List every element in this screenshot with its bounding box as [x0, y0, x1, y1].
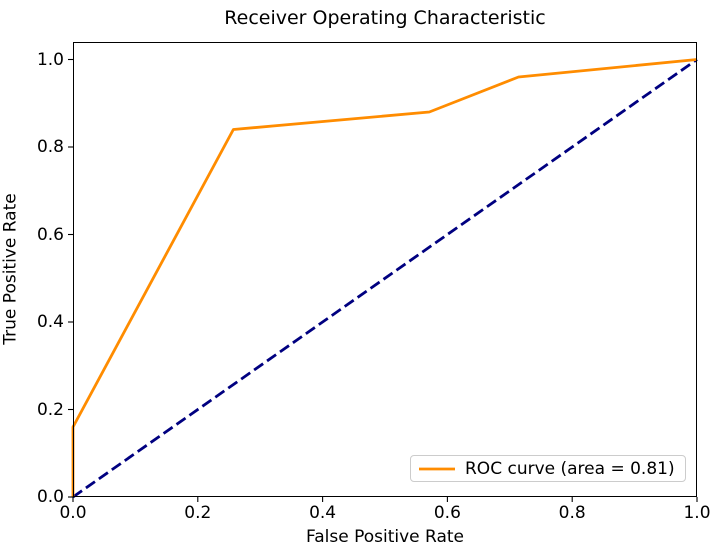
y-axis-label: True Positive Rate: [0, 193, 21, 345]
y-tick-label: 0.6: [36, 224, 64, 245]
x-axis-label: False Positive Rate: [306, 527, 464, 547]
legend-label: ROC curve (area = 0.81): [465, 458, 675, 479]
y-tick-label: 0.4: [36, 312, 64, 332]
legend-box: ROC curve (area = 0.81): [410, 455, 686, 482]
x-tick-label: 0.0: [59, 503, 87, 523]
x-tick-label: 0.2: [184, 503, 212, 523]
y-tick-label: 0.0: [36, 487, 64, 507]
x-tick-label: 0.8: [558, 503, 586, 523]
x-tick-label: 0.6: [433, 503, 461, 523]
y-tick-label: 0.2: [36, 399, 64, 420]
x-tick-label: 0.4: [309, 503, 337, 523]
plot-frame: [73, 42, 697, 497]
plot-area-svg: [68, 42, 698, 502]
chance-diagonal-line: [72, 58, 698, 499]
y-tick-label: 1.0: [36, 49, 64, 70]
roc-curve-legend-swatch-icon: [419, 467, 455, 470]
x-tick-label: 1.0: [683, 503, 711, 523]
chart-title: Receiver Operating Characteristic: [224, 7, 546, 29]
y-tick-label: 0.8: [36, 137, 64, 157]
